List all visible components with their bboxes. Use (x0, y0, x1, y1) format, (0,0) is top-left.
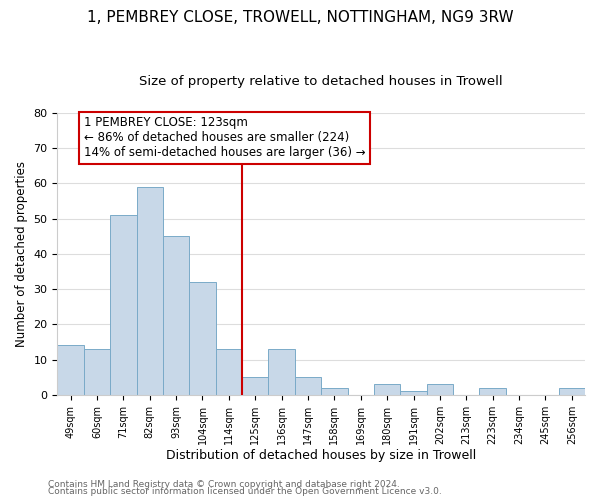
Bar (427, 384, 453, 395)
Text: Contains HM Land Registry data © Crown copyright and database right 2024.: Contains HM Land Registry data © Crown c… (48, 480, 400, 489)
Bar (242, 377, 268, 395)
X-axis label: Distribution of detached houses by size in Trowell: Distribution of detached houses by size … (166, 450, 476, 462)
Bar (479, 388, 506, 395)
Bar (400, 392, 427, 395)
Bar (58, 346, 84, 395)
Bar (137, 187, 163, 395)
Bar (321, 388, 347, 395)
Bar (110, 215, 137, 395)
Bar (559, 388, 585, 395)
Bar (374, 384, 400, 395)
Bar (84, 349, 110, 395)
Bar (215, 349, 242, 395)
Text: 1 PEMBREY CLOSE: 123sqm
← 86% of detached houses are smaller (224)
14% of semi-d: 1 PEMBREY CLOSE: 123sqm ← 86% of detache… (84, 116, 365, 160)
Bar (268, 349, 295, 395)
Bar (163, 236, 190, 395)
Text: 1, PEMBREY CLOSE, TROWELL, NOTTINGHAM, NG9 3RW: 1, PEMBREY CLOSE, TROWELL, NOTTINGHAM, N… (86, 10, 514, 25)
Bar (190, 282, 215, 395)
Bar (295, 377, 321, 395)
Title: Size of property relative to detached houses in Trowell: Size of property relative to detached ho… (139, 75, 503, 88)
Y-axis label: Number of detached properties: Number of detached properties (15, 161, 28, 347)
Text: Contains public sector information licensed under the Open Government Licence v3: Contains public sector information licen… (48, 487, 442, 496)
